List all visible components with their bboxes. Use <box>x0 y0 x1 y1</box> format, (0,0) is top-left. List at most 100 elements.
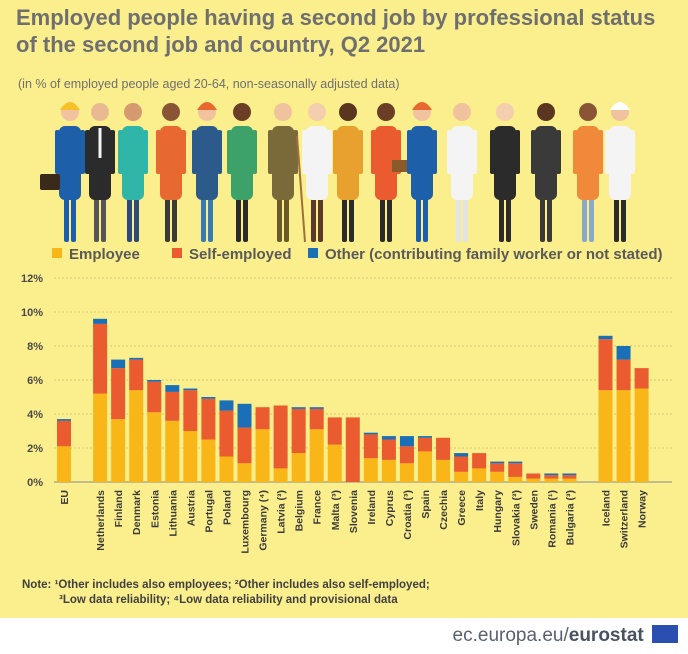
bar-segment-self-employed <box>165 391 180 421</box>
bar-segment-self-employed <box>562 475 577 479</box>
bar-segment-employee <box>454 471 469 482</box>
figure-leg <box>380 196 385 242</box>
figure-arm <box>371 130 376 174</box>
bar-segment-self-employed <box>418 437 432 452</box>
figure-leg <box>101 196 106 242</box>
worker-figure <box>156 103 186 242</box>
worker-figure <box>40 102 85 242</box>
bar-segment-self-employed <box>508 463 523 477</box>
figure-torso <box>337 126 359 200</box>
figure-arm <box>556 130 561 174</box>
figure-leg <box>540 196 545 242</box>
figure-torso <box>306 126 328 200</box>
legend-swatch-self-employed <box>172 248 182 258</box>
bar-segment-employee <box>526 478 541 482</box>
figure-hat <box>610 102 630 110</box>
bar-segment-self-employed <box>327 417 342 445</box>
bar-segment-other <box>183 388 198 391</box>
x-tick-label: Austria <box>185 490 197 526</box>
figure-leg <box>208 196 213 242</box>
figure-arm <box>110 130 115 174</box>
bar-segment-employee <box>129 390 144 482</box>
figure-leg <box>127 196 132 242</box>
figure-leg <box>134 196 139 242</box>
bar-segment-employee <box>616 390 631 482</box>
figure-leg <box>589 196 594 242</box>
figure-leg <box>506 196 511 242</box>
figure-torso <box>451 126 473 200</box>
bar-segment-self-employed <box>111 368 126 420</box>
worker-figure <box>605 102 635 242</box>
bar-segment-employee <box>418 451 432 482</box>
x-tick-label: Slovenia <box>348 490 360 533</box>
x-tick-label: Slovakia (³) <box>510 490 522 546</box>
figure-arm <box>192 130 197 174</box>
figure-head <box>537 103 555 121</box>
bar-segment-employee <box>93 393 108 482</box>
bar-segment-other <box>454 453 469 457</box>
x-tick-label: Norway <box>637 490 649 528</box>
bar-segment-self-employed <box>345 417 360 482</box>
footer-site: ec.europa.eu/ <box>452 625 569 646</box>
figure-head <box>308 103 326 121</box>
x-tick-label: Germany (⁴) <box>258 490 270 551</box>
figure-head <box>162 103 180 121</box>
bar-segment-self-employed <box>598 339 613 391</box>
figure-arm <box>432 130 437 174</box>
figure-shirt <box>98 128 102 158</box>
figure-arm <box>407 130 412 174</box>
figure-leg <box>349 196 354 242</box>
worker-figure <box>490 103 520 242</box>
figure-arm <box>333 130 338 174</box>
bar-segment-employee <box>472 468 487 482</box>
bar-segment-self-employed <box>544 475 559 479</box>
x-tick-label: Sweden <box>528 490 540 530</box>
figure-leg <box>172 196 177 242</box>
bar-segment-employee <box>508 476 523 482</box>
figure-arm <box>531 130 536 174</box>
figure-torso <box>160 126 182 200</box>
figure-leg <box>342 196 347 242</box>
figure-leg <box>423 196 428 242</box>
figure-leg <box>387 196 392 242</box>
x-tick-label: Belgium <box>294 490 306 531</box>
bar-segment-other <box>490 461 505 464</box>
bar-segment-other <box>616 346 631 360</box>
bar-segment-employee <box>219 456 234 482</box>
figure-leg <box>614 196 619 242</box>
bar-segment-self-employed <box>183 390 198 431</box>
figure-arm <box>472 130 477 174</box>
worker-figure <box>302 103 332 242</box>
figure-arm <box>143 130 148 174</box>
note-line-1: Note: ¹Other includes also employees; ²O… <box>22 579 430 591</box>
figure-head <box>453 103 471 121</box>
bar-segment-employee <box>399 463 414 482</box>
x-tick-label: Greece <box>456 490 468 526</box>
figure-leg <box>416 196 421 242</box>
worker-figure <box>531 103 561 242</box>
bar-segment-employee <box>490 471 505 482</box>
bar-segment-self-employed <box>634 368 649 389</box>
figure-torso <box>609 126 631 200</box>
bar-segment-employee <box>634 388 649 482</box>
bar-chart: 0% 2% 4% 6% 8% 10% 12% EU Netherlands Finland Denm… <box>21 273 672 554</box>
worker-figure <box>333 103 363 242</box>
bar-segment-self-employed <box>526 473 541 479</box>
y-tick-label: 0% <box>27 477 43 489</box>
footer-brand: eurostat <box>568 625 644 646</box>
bar-segment-self-employed <box>454 456 469 472</box>
bar-segment-employee <box>327 444 342 482</box>
x-tick-label: Malta (³) <box>330 490 342 530</box>
x-tick-label: EU <box>59 490 71 505</box>
figure-arm <box>302 130 307 174</box>
bar-segment-employee <box>165 420 180 482</box>
figure-arm <box>490 130 495 174</box>
figure-briefcase <box>40 174 60 190</box>
bar-segment-self-employed <box>237 427 252 464</box>
y-tick-label: 8% <box>27 341 43 353</box>
worker-figure <box>85 103 115 242</box>
worker-figure <box>227 103 257 242</box>
bar-segment-employee <box>309 429 324 482</box>
figure-leg <box>582 196 587 242</box>
bar-segment-other <box>93 318 108 324</box>
